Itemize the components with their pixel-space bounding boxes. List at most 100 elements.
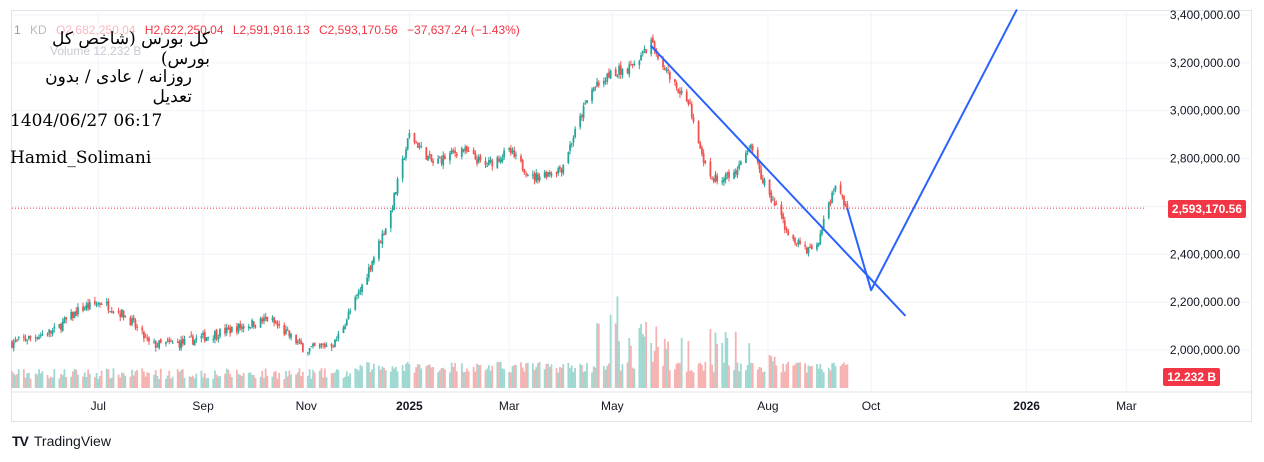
volume-bar xyxy=(768,354,771,388)
volume-bar xyxy=(11,371,13,388)
volume-bar xyxy=(144,376,147,388)
volume-bar xyxy=(841,364,844,388)
candle-body xyxy=(827,202,830,218)
volume-bar xyxy=(110,377,113,388)
candle-body xyxy=(614,69,617,77)
volume-bar xyxy=(349,373,352,388)
volume-bar xyxy=(795,362,798,388)
volume-bar xyxy=(550,364,553,388)
volume-bar xyxy=(251,374,254,388)
candle-body xyxy=(403,158,406,160)
volume-bar xyxy=(785,364,788,388)
volume-bar xyxy=(427,364,429,388)
volume-bar xyxy=(537,363,539,388)
volume-bar xyxy=(746,365,749,388)
candle-body xyxy=(734,171,737,174)
volume-bar xyxy=(271,376,274,388)
volume-bar xyxy=(347,376,350,388)
volume-bar xyxy=(34,373,37,388)
candle-body xyxy=(746,151,749,153)
candle-body xyxy=(832,190,835,192)
candle-body xyxy=(203,332,206,341)
volume-bar xyxy=(65,377,68,388)
candle-body xyxy=(679,91,681,94)
candle-body xyxy=(809,246,812,248)
x-tick-label: Mar xyxy=(499,399,520,413)
candle-body xyxy=(721,180,724,183)
volume-bar xyxy=(650,343,653,388)
volume-bar xyxy=(843,362,845,388)
volume-bar xyxy=(195,373,198,388)
candle-body xyxy=(229,327,232,334)
volume-bar xyxy=(332,373,335,388)
candle-body xyxy=(335,339,338,342)
volume-label: Volume xyxy=(50,44,91,58)
volume-bar xyxy=(190,377,193,388)
candle-body xyxy=(212,338,215,340)
candle-body xyxy=(640,55,642,61)
volume-bar xyxy=(486,368,489,388)
volume-bar xyxy=(533,369,536,388)
volume-bar xyxy=(95,373,98,388)
volume-bar xyxy=(728,365,730,388)
volume-bar xyxy=(22,369,25,388)
candles xyxy=(11,34,849,356)
volume-bar xyxy=(183,377,186,388)
candle-body xyxy=(498,158,500,162)
candle-body xyxy=(462,149,465,152)
candle-body xyxy=(794,238,796,243)
candle-body xyxy=(122,311,125,318)
volume-bar xyxy=(454,362,456,388)
volume-bar xyxy=(638,327,641,388)
candle-body xyxy=(596,81,599,87)
candle-body xyxy=(508,147,511,150)
volume-bar xyxy=(809,366,812,388)
candle-body xyxy=(668,72,671,80)
candle-body xyxy=(334,339,336,348)
volume-bar xyxy=(547,363,549,388)
volume-bar xyxy=(357,370,360,388)
volume-bar xyxy=(721,342,724,388)
chart-frame[interactable] xyxy=(11,10,1252,422)
candle-body xyxy=(697,121,700,144)
volume-bar xyxy=(597,323,600,388)
candle-body xyxy=(34,337,37,339)
volume-bar xyxy=(805,372,808,388)
candle-body xyxy=(770,192,773,203)
candle-body xyxy=(604,80,607,82)
candle-body xyxy=(438,156,441,159)
tradingview-logo[interactable]: TV TradingView xyxy=(12,433,111,449)
candle-body xyxy=(202,332,204,336)
volume-bar xyxy=(136,369,139,388)
candle-body xyxy=(406,138,409,150)
candle-body xyxy=(751,145,754,151)
candle-body xyxy=(259,318,262,328)
candle-body xyxy=(131,318,133,325)
volume-bar xyxy=(295,374,297,388)
low-value: L2,591,916.13 xyxy=(232,23,310,37)
volume-bar xyxy=(773,356,776,388)
volume-bar xyxy=(444,369,446,388)
volume-bar xyxy=(418,364,421,388)
candle-body xyxy=(75,310,78,316)
candle-body xyxy=(332,346,335,348)
candle-body xyxy=(405,149,407,158)
candle-body xyxy=(271,318,274,320)
price-axis: 3,400,000.00 3,200,000.00 3,000,000.00 2,80… xyxy=(1170,8,1240,357)
candle-body xyxy=(432,160,434,164)
candle-body xyxy=(645,49,648,54)
volume-bar xyxy=(41,371,44,388)
volume-bar xyxy=(557,372,560,388)
volume-bar xyxy=(406,362,409,388)
candle-body xyxy=(190,335,193,337)
candle-body xyxy=(28,335,30,340)
candle-body xyxy=(538,176,541,181)
candle-body xyxy=(728,171,730,178)
candle-body xyxy=(144,336,147,338)
volume-bar xyxy=(726,337,729,388)
volume-bar xyxy=(687,340,690,388)
volume-bar xyxy=(775,365,778,388)
candle-body xyxy=(631,64,634,66)
candle-body xyxy=(680,90,683,94)
